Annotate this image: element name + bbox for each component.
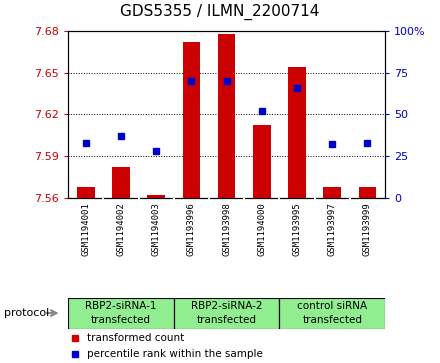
Bar [218, 34, 235, 198]
Bar [112, 167, 130, 198]
Text: GSM1193995: GSM1193995 [293, 203, 301, 256]
Bar [323, 187, 341, 198]
Bar [288, 67, 306, 198]
Text: GSM1193997: GSM1193997 [328, 203, 337, 256]
Text: control siRNA
transfected: control siRNA transfected [297, 302, 367, 325]
Text: GDS5355 / ILMN_2200714: GDS5355 / ILMN_2200714 [120, 4, 320, 20]
Text: GSM1194002: GSM1194002 [117, 203, 125, 256]
Text: percentile rank within the sample: percentile rank within the sample [87, 348, 263, 359]
Text: GSM1193996: GSM1193996 [187, 203, 196, 256]
Bar [68, 298, 174, 329]
Text: GSM1194001: GSM1194001 [81, 203, 90, 256]
Text: transformed count: transformed count [87, 333, 184, 343]
Text: RBP2-siRNA-1
transfected: RBP2-siRNA-1 transfected [85, 302, 157, 325]
Bar [279, 298, 385, 329]
Text: RBP2-siRNA-2
transfected: RBP2-siRNA-2 transfected [191, 302, 262, 325]
Text: GSM1193998: GSM1193998 [222, 203, 231, 256]
Text: GSM1193999: GSM1193999 [363, 203, 372, 256]
Text: GSM1194003: GSM1194003 [152, 203, 161, 256]
Bar [359, 187, 376, 198]
Bar [174, 298, 279, 329]
Bar [147, 195, 165, 198]
Bar [77, 187, 95, 198]
Text: GSM1194000: GSM1194000 [257, 203, 266, 256]
Bar [253, 126, 271, 198]
Bar [183, 42, 200, 198]
Text: protocol: protocol [4, 308, 50, 318]
